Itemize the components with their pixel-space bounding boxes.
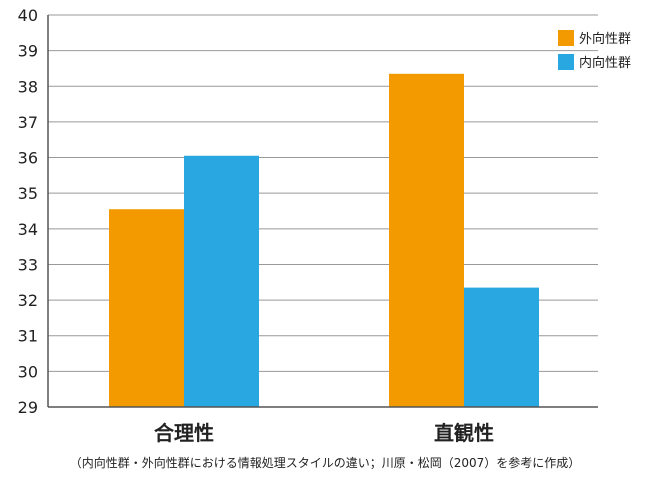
y-tick-label: 37 [18,113,38,132]
y-tick-label: 35 [18,184,38,203]
y-tick-label: 30 [18,362,38,381]
y-tick-label: 29 [18,398,38,417]
legend-swatch [558,30,574,46]
x-category-label: 直観性 [434,421,494,445]
bar [184,155,259,407]
x-category-label: 合理性 [154,421,214,445]
bar [464,287,539,407]
legend-label: 外向性群 [579,31,631,47]
y-tick-label: 36 [18,149,38,168]
y-axis-tick-labels: 29 30 31 32 33 34 35 36 37 38 39 40 [18,6,38,417]
y-tick-label: 32 [18,291,38,310]
y-tick-label: 31 [18,327,38,346]
y-tick-label: 33 [18,255,38,274]
bars [109,73,539,408]
y-tick-label: 40 [18,6,38,25]
source-note: （内向性群・外向性群における情報処理スタイルの違い；川原・松岡（2007）を参考… [69,456,581,470]
legend-label: 内向性群 [579,55,631,71]
bar [109,209,184,407]
axes [47,15,598,408]
bar [389,73,464,408]
x-axis-category-labels: 合理性 直観性 [154,421,494,445]
legend-swatch [558,54,574,70]
y-tick-label: 39 [18,42,38,61]
y-tick-label: 38 [18,77,38,96]
y-tick-label: 34 [18,220,38,239]
